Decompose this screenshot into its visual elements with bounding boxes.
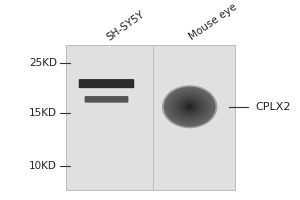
Ellipse shape (188, 105, 191, 108)
Text: CPLX2: CPLX2 (255, 102, 291, 112)
Ellipse shape (164, 87, 216, 127)
Ellipse shape (180, 100, 199, 114)
Text: 15KD: 15KD (29, 108, 57, 118)
FancyBboxPatch shape (85, 96, 128, 103)
Text: 25KD: 25KD (29, 58, 57, 68)
Text: Mouse eye: Mouse eye (187, 2, 238, 42)
Ellipse shape (169, 91, 210, 123)
Ellipse shape (173, 94, 206, 120)
Ellipse shape (166, 88, 214, 125)
Ellipse shape (171, 92, 208, 121)
Bar (66, 45, 235, 190)
Text: 10KD: 10KD (29, 161, 57, 171)
Ellipse shape (178, 98, 201, 115)
Ellipse shape (182, 101, 197, 113)
Ellipse shape (175, 95, 205, 118)
Ellipse shape (184, 102, 195, 111)
Ellipse shape (162, 85, 218, 128)
Ellipse shape (186, 104, 194, 110)
Ellipse shape (167, 90, 212, 124)
FancyBboxPatch shape (79, 79, 134, 88)
Text: SH-SY5Y: SH-SY5Y (105, 9, 147, 42)
Ellipse shape (177, 97, 202, 117)
